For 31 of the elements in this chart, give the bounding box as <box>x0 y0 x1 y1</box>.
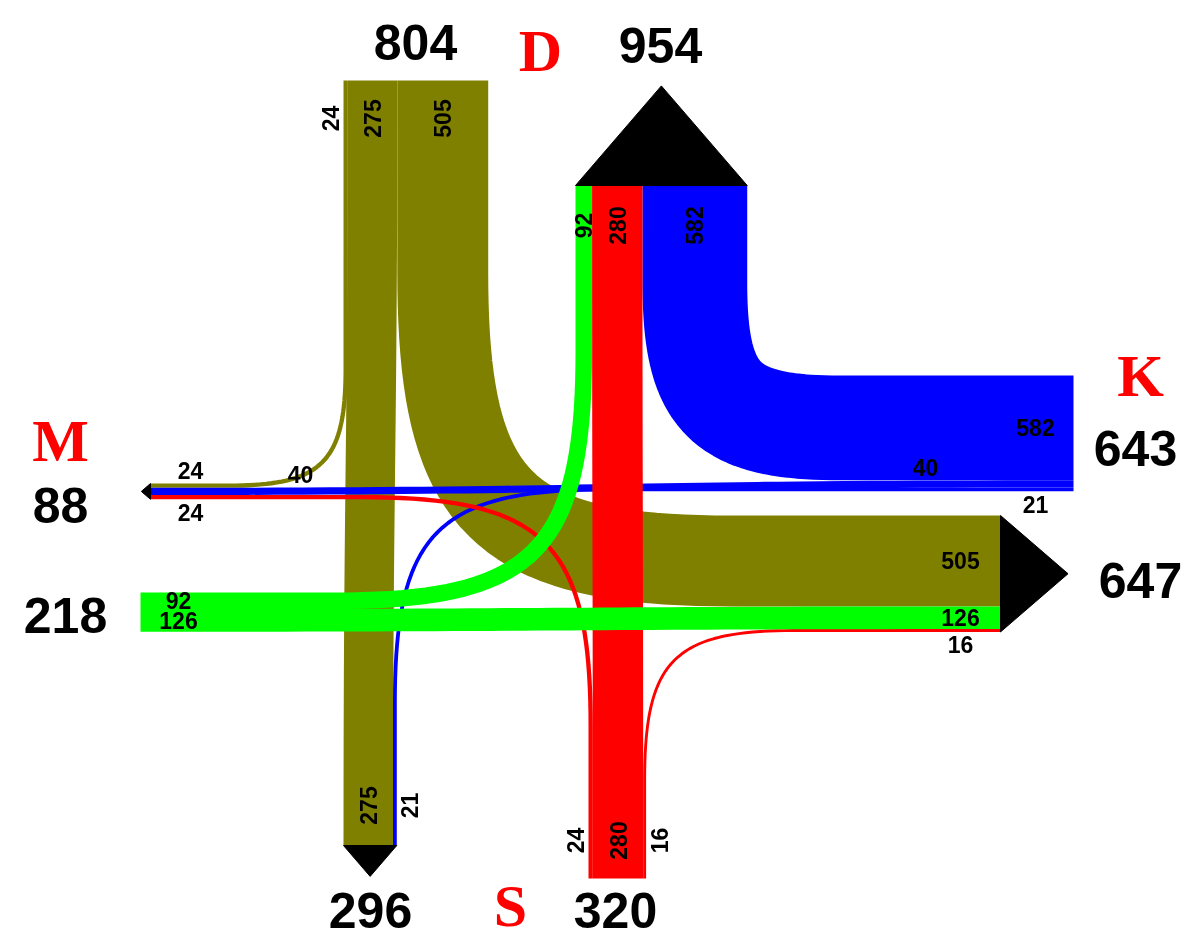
text: 88 <box>32 478 89 534</box>
text: 320 <box>573 883 658 939</box>
text: 296 <box>328 883 413 939</box>
text: 24 <box>563 827 589 854</box>
text: 954 <box>618 18 703 74</box>
text: 643 <box>1093 421 1178 477</box>
data-label: 275 <box>355 786 382 825</box>
text: 16 <box>646 827 673 854</box>
category-label: M <box>32 407 89 474</box>
text: 804 <box>373 15 458 71</box>
text: 280 <box>605 821 632 860</box>
data-label: 24 <box>177 458 204 484</box>
text: 218 <box>23 588 108 644</box>
data-label: 16 <box>947 632 974 659</box>
text: 505 <box>430 99 457 138</box>
data-label: 505 <box>941 548 980 575</box>
data-label: 582 <box>682 206 709 245</box>
data-label: 21 <box>397 792 424 819</box>
category-label: K <box>1117 342 1165 409</box>
text: 21 <box>1022 491 1049 518</box>
data-label: 280 <box>604 206 631 245</box>
text: 582 <box>1016 415 1055 442</box>
category-label: S <box>493 872 528 939</box>
text: 275 <box>360 99 387 138</box>
text: 40 <box>912 454 939 481</box>
data-label: 92 <box>571 212 598 239</box>
data-label: 24 <box>177 499 204 526</box>
category-label: D <box>518 17 563 84</box>
text: 647 <box>1098 553 1183 609</box>
data-label: 126 <box>941 605 980 632</box>
text: 24 <box>318 105 344 132</box>
